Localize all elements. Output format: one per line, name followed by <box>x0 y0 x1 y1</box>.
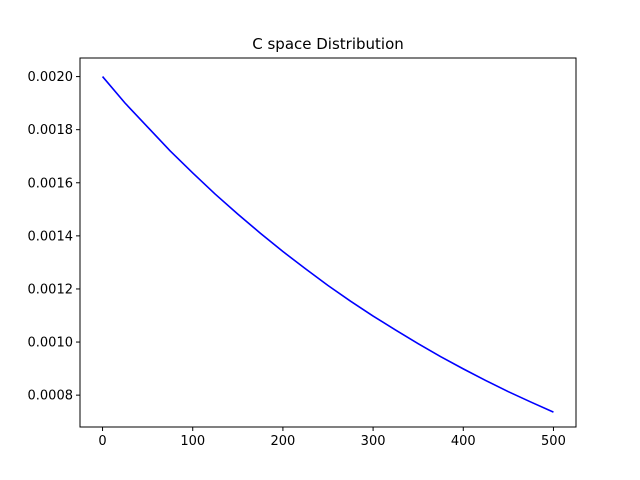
y-tick-label: 0.0008 <box>28 389 74 404</box>
y-tick-label: 0.0014 <box>28 229 74 244</box>
y-tick-label: 0.0010 <box>28 336 74 351</box>
y-axis: 0.0008 0.0010 0.0012 0.0014 0.0016 0.0018 0.00… <box>28 70 80 404</box>
series-layer <box>101 76 554 413</box>
chart-title: C space Distribution <box>252 35 404 53</box>
plot-frame <box>79 57 577 428</box>
x-tick-label: 0 <box>98 434 106 449</box>
x-tick-label: 100 <box>180 434 205 449</box>
x-tick-label: 500 <box>541 434 566 449</box>
x-tick-label: 300 <box>361 434 386 449</box>
y-tick-label: 0.0012 <box>28 282 74 297</box>
y-tick-label: 0.0020 <box>28 70 74 85</box>
y-tick-label: 0.0016 <box>28 176 74 191</box>
x-tick-label: 200 <box>270 434 295 449</box>
y-tick-label: 0.0018 <box>28 123 74 138</box>
x-axis: 0 100 200 300 400 500 <box>98 427 566 449</box>
series-line <box>101 76 554 413</box>
x-tick-label: 400 <box>451 434 476 449</box>
